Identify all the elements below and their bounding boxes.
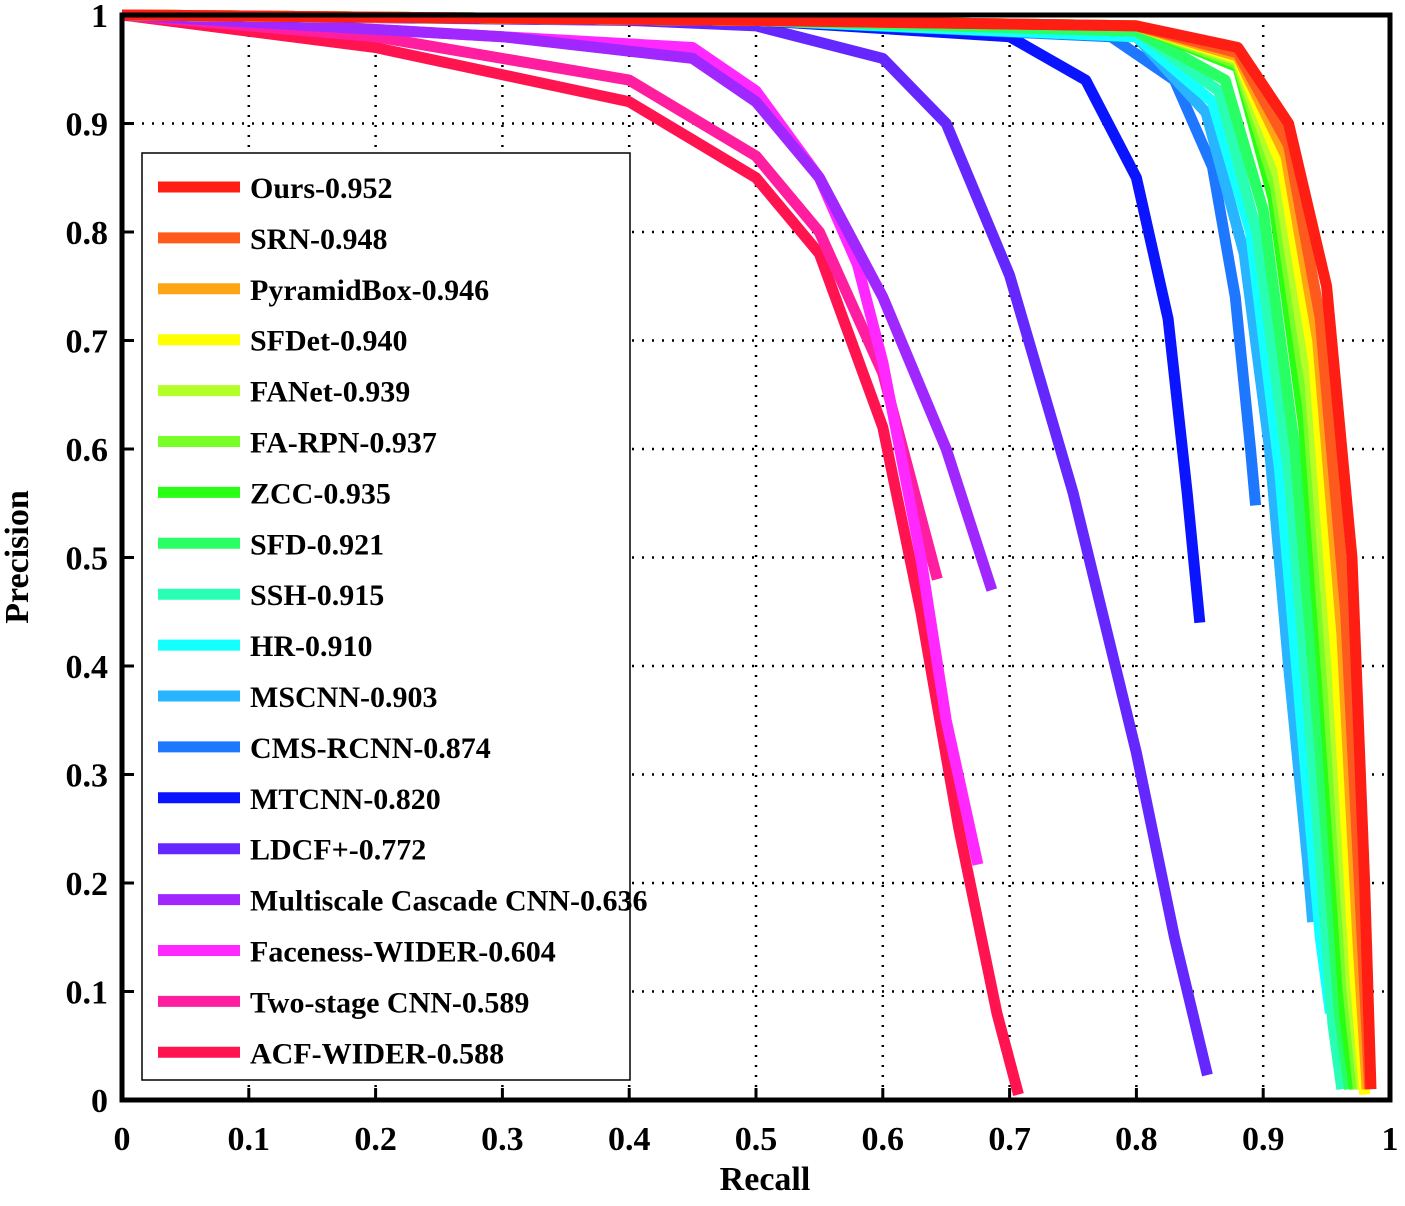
legend-label: Ours-0.952: [250, 172, 393, 205]
y-tick-label: 0.3: [66, 758, 109, 795]
legend-box: [141, 152, 631, 1081]
legend-label: ZCC-0.935: [250, 477, 391, 510]
x-tick-label: 0.1: [228, 1121, 271, 1158]
x-tick-label: 0.2: [354, 1121, 397, 1158]
legend-label: Multiscale Cascade CNN-0.636: [250, 885, 647, 918]
x-tick-label: 0.9: [1242, 1121, 1285, 1158]
y-tick-label: 1: [91, 0, 108, 35]
y-tick-label: 0.9: [66, 107, 109, 144]
legend-label: SSH-0.915: [250, 579, 384, 612]
x-axis-label: Recall: [720, 1161, 811, 1198]
legend-label: Faceness-WIDER-0.604: [250, 936, 556, 969]
legend-label: MTCNN-0.820: [250, 783, 441, 816]
series-line: [121, 9, 1377, 1090]
frame: [119, 12, 1393, 1103]
series-line: [121, 9, 1024, 1096]
legend-label: SFD-0.921: [250, 528, 384, 561]
legend-label: Two-stage CNN-0.589: [250, 986, 529, 1019]
x-tick-label: 0.3: [481, 1121, 524, 1158]
legend-label: HR-0.910: [250, 630, 373, 663]
y-tick-label: 0.1: [66, 975, 109, 1012]
x-tick-label: 0.6: [862, 1121, 905, 1158]
legend-label: FANet-0.939: [250, 376, 410, 409]
x-tick-label: 0.7: [988, 1121, 1031, 1158]
x-tick-label: 0.8: [1115, 1121, 1158, 1158]
legend-label: MSCNN-0.903: [250, 681, 438, 714]
y-tick-label: 0.7: [66, 324, 109, 361]
y-tick-label: 0.8: [66, 215, 109, 252]
legend-label: CMS-RCNN-0.874: [250, 732, 491, 765]
x-tick-label: 1: [1382, 1121, 1399, 1158]
legend-label: LDCF+-0.772: [250, 834, 426, 867]
x-tick-label: 0: [114, 1121, 131, 1158]
y-tick-label: 0.2: [66, 866, 109, 903]
y-tick-label: 0.5: [66, 541, 109, 578]
y-tick-label: 0.6: [66, 432, 109, 469]
x-tick-label: 0.5: [735, 1121, 778, 1158]
legend-label: SFDet-0.940: [250, 325, 407, 358]
y-tick-label: 0.4: [66, 649, 109, 686]
y-tick-label: 0: [91, 1083, 108, 1120]
series-line: [121, 9, 998, 592]
x-tick-label: 0.4: [608, 1121, 651, 1158]
legend-label: ACF-WIDER-0.588: [250, 1037, 504, 1070]
legend-label: PyramidBox-0.946: [250, 274, 489, 307]
y-axis-label: Precision: [0, 490, 36, 624]
legend-label: FA-RPN-0.937: [250, 427, 437, 460]
legend: Ours-0.952 SRN-0.948 PyramidBox-0.946 SFDet…: [141, 152, 647, 1081]
legend-label: SRN-0.948: [250, 223, 388, 256]
